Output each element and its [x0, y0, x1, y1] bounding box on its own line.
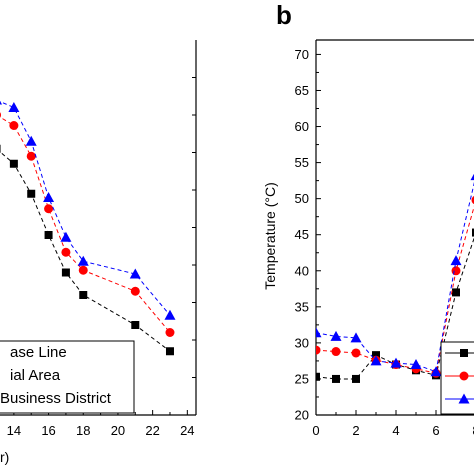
panel-b-point-2-3: [370, 355, 382, 366]
panel-b-legend-entries: [445, 349, 474, 404]
panel-b-point-1-1: [331, 347, 341, 357]
panel-b-y-tick-label: 40: [295, 263, 309, 278]
panel-a-legend-box: [0, 340, 135, 414]
panel-b-x-tick-label: 6: [432, 423, 439, 438]
panel-b-legend-marker-0: [460, 349, 468, 357]
panel-b-series: [316, 173, 474, 383]
panel-a-point-2-7: [164, 309, 176, 320]
panel-a-point-0-3: [44, 231, 53, 239]
panel-b-series-line-2: [316, 181, 474, 373]
panel-a-point-1-1: [9, 121, 19, 130]
panel-a-x-tick-label: 14: [7, 423, 21, 438]
panel-b-legend-marker-2: [458, 393, 470, 404]
panel-a-point-1-2: [26, 151, 36, 161]
panel-b-point-2-6: [430, 366, 442, 377]
panel-a-x-tick-label: 20: [111, 423, 125, 438]
panel-a-point-1-6: [130, 286, 140, 296]
panel-a-point-2-5: [77, 255, 89, 266]
panel-a-x-tick-label: 18: [76, 423, 90, 438]
panel-a-legend-label-2: Business District: [0, 390, 112, 407]
panel-a-point-0-6: [131, 321, 140, 329]
panel-b-ticks: 20 25 30 35 40 45 50 55 60 65 70 0 2 4 6 8: [295, 47, 474, 438]
panel-b-point-2-4: [390, 357, 402, 368]
panel-a-x-label: r): [0, 449, 9, 465]
panel-b-y-label: Temperature (°C): [262, 182, 278, 290]
panel-b-y-tick-label: 30: [295, 335, 309, 350]
panel-a-point-0-2: [27, 189, 36, 198]
panel-a-x-tick-label: 16: [41, 423, 55, 438]
panel-b-y-tick-label: 55: [295, 155, 309, 170]
panel-b-point-1-2: [351, 348, 361, 358]
panel-a-point-2-1: [8, 102, 20, 112]
panel-b-series-line-0: [316, 236, 474, 380]
panel-b-y-tick-label: 45: [295, 227, 309, 242]
panel-b-point-2-0: [316, 327, 322, 338]
panel-b-y-tick-label: 35: [295, 299, 309, 314]
panel-b-point-0-3: [372, 351, 380, 360]
panel-a-point-0-0: [0, 144, 1, 153]
panel-b-x-tick-label: 8: [472, 423, 474, 438]
panel-a-series-line-2: [0, 100, 171, 316]
panel-b-point-2-7: [450, 255, 462, 266]
panel-b-x-tick-label: 0: [312, 423, 319, 438]
panel-a-legend-label-0: ase Line: [10, 344, 67, 361]
panel-a-point-0-7: [165, 347, 174, 356]
panel-a-point-1-4: [61, 247, 71, 257]
panel-a: 14 16 18 20 22 24 r) ase Line ial Area Busine…: [0, 40, 197, 465]
panel-b-point-1-8: [471, 196, 474, 205]
panel-b-point-2-5: [410, 359, 422, 370]
panel-a-x-tick-label: 22: [145, 423, 159, 438]
panel-a-point-0-1: [9, 159, 18, 168]
panel-b-point-0-8: [472, 228, 474, 237]
panel-b-point-0-1: [332, 374, 340, 383]
panel-a-point-2-4: [60, 231, 72, 242]
panel-a-series-line-1: [0, 116, 171, 333]
panel-a-x-tick-label: 24: [180, 423, 194, 438]
panel-a-series: [0, 100, 176, 356]
panel-a-point-2-2: [25, 135, 37, 146]
panel-b-point-1-0: [316, 345, 321, 355]
panel-b-point-0-0: [316, 372, 320, 381]
panel-a-point-0-5: [79, 291, 88, 299]
panel-a-point-1-5: [78, 265, 88, 275]
panel-a-point-1-0: [0, 112, 2, 118]
panel-b-y-tick-label: 25: [295, 371, 309, 386]
panel-b: b 20 25 30 35 40 45 50 55 60 65 70 0 2 4 6 8 Temperatur…: [262, 0, 474, 438]
panel-b-series-line-1: [316, 205, 474, 374]
panel-a-point-2-3: [43, 192, 55, 202]
panel-b-y-tick-label: 65: [295, 83, 309, 98]
panel-b-point-2-2: [350, 332, 362, 343]
panel-b-point-2-1: [330, 330, 342, 341]
panel-a-legend-label-1: ial Area: [10, 367, 61, 384]
panel-b-y-tick-label: 50: [295, 191, 309, 206]
panel-b-legend-marker-1: [459, 371, 469, 381]
panel-b-y-tick-label: 20: [295, 408, 309, 423]
panel-b-point-2-8: [470, 173, 474, 181]
panel-b-point-1-7: [451, 266, 461, 276]
panel-b-legend: [440, 341, 474, 415]
panel-b-point-0-7: [452, 288, 460, 297]
panel-a-point-2-6: [129, 268, 141, 279]
panel-a-point-1-7: [165, 328, 175, 337]
panel-a-point-0-4: [61, 268, 70, 277]
panel-b-x-tick-label: 2: [352, 423, 359, 438]
panel-b-point-0-2: [352, 374, 360, 383]
panel-a-point-1-3: [44, 204, 54, 214]
panel-a-legend: ase Line ial Area Business District: [0, 340, 135, 414]
panel-b-y-tick-label: 70: [295, 47, 309, 62]
panel-b-label: b: [276, 0, 292, 30]
panel-b-y-tick-label: 60: [295, 119, 309, 134]
panel-a-ticks: 14 16 18 20 22 24: [7, 77, 196, 438]
panel-b-x-tick-label: 4: [392, 423, 399, 438]
panel-a-series-line-0: [0, 151, 171, 352]
panel-a-point-2-0: [0, 100, 3, 105]
